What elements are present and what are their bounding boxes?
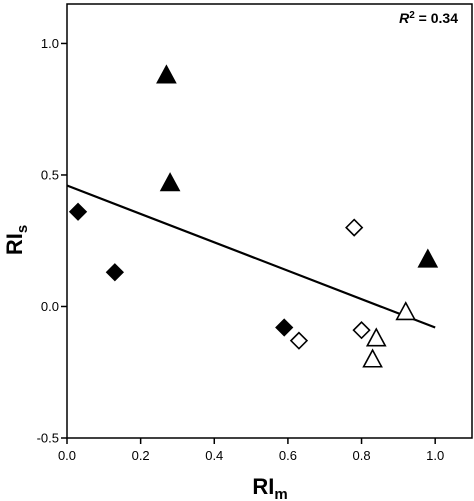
x-tick-label: 0.4 — [205, 448, 223, 463]
x-tick-label: 0.6 — [279, 448, 297, 463]
open-triangle-point — [362, 348, 383, 368]
filled-diamond-point — [105, 263, 124, 282]
y-tick-label: 1.0 — [41, 36, 59, 51]
filled-triangle-point — [417, 248, 439, 268]
data-points — [68, 64, 439, 368]
plot-border — [66, 3, 473, 439]
r-squared-annotation: R2 = 0.34 — [399, 10, 458, 27]
filled-diamond-point — [68, 202, 88, 221]
x-tick-label: 0.2 — [132, 448, 150, 463]
plot-frame — [66, 3, 473, 439]
regression-line — [66, 184, 436, 329]
y-axis-title: RIs — [2, 225, 31, 255]
x-tick-label: 1.0 — [426, 448, 444, 463]
filled-triangle-point — [159, 172, 181, 192]
y-tick-label: 0.5 — [41, 167, 59, 182]
open-triangle-point — [395, 301, 417, 321]
open-diamond-point — [345, 218, 364, 237]
y-tick-label: 0.0 — [41, 299, 59, 314]
ticks: 0.0 0.2 0.4 0.6 0.8 1.0 -0.5 0.0 0.5 1.0 — [37, 36, 445, 463]
x-axis-title: RIm — [252, 474, 287, 501]
x-tick-label: 0.8 — [353, 448, 371, 463]
fit-line — [66, 184, 436, 329]
y-tick-label: -0.5 — [37, 431, 59, 446]
open-triangle-point — [365, 327, 387, 347]
filled-triangle-point — [156, 64, 177, 84]
x-tick-label: 0.0 — [58, 448, 76, 463]
filled-diamond-point — [275, 318, 294, 337]
open-diamond-point — [289, 331, 309, 350]
open-diamond-point — [352, 321, 371, 340]
